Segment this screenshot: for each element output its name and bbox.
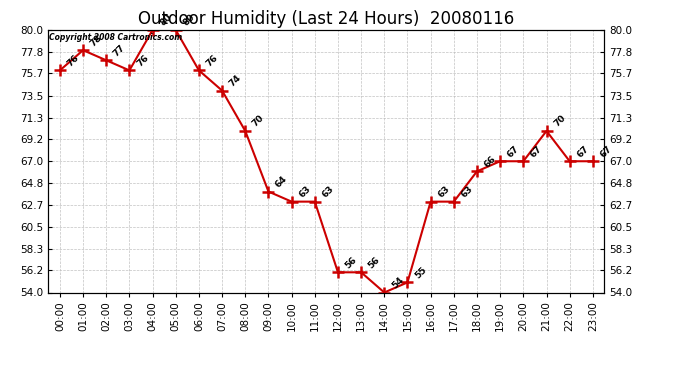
Text: 63: 63 bbox=[320, 184, 335, 200]
Text: 56: 56 bbox=[366, 255, 382, 270]
Text: 80: 80 bbox=[158, 13, 173, 28]
Text: 76: 76 bbox=[135, 53, 150, 68]
Text: 66: 66 bbox=[482, 154, 497, 169]
Text: 70: 70 bbox=[251, 114, 266, 129]
Text: 54: 54 bbox=[390, 275, 405, 290]
Text: 64: 64 bbox=[274, 174, 289, 189]
Text: 67: 67 bbox=[575, 144, 591, 159]
Text: 78: 78 bbox=[88, 33, 104, 48]
Text: 76: 76 bbox=[204, 53, 220, 68]
Text: 80: 80 bbox=[181, 13, 197, 28]
Text: 55: 55 bbox=[413, 265, 428, 280]
Text: 63: 63 bbox=[436, 184, 451, 200]
Text: 63: 63 bbox=[460, 184, 475, 200]
Text: 67: 67 bbox=[598, 144, 613, 159]
Text: 67: 67 bbox=[506, 144, 521, 159]
Text: 77: 77 bbox=[112, 43, 127, 58]
Text: 76: 76 bbox=[66, 53, 81, 68]
Text: 56: 56 bbox=[344, 255, 359, 270]
Text: 70: 70 bbox=[552, 114, 567, 129]
Text: Copyright 2008 Cartronics.com: Copyright 2008 Cartronics.com bbox=[49, 33, 182, 42]
Text: 67: 67 bbox=[529, 144, 544, 159]
Text: 63: 63 bbox=[297, 184, 313, 200]
Title: Outdoor Humidity (Last 24 Hours)  20080116: Outdoor Humidity (Last 24 Hours) 2008011… bbox=[138, 10, 515, 28]
Text: 74: 74 bbox=[228, 73, 243, 88]
